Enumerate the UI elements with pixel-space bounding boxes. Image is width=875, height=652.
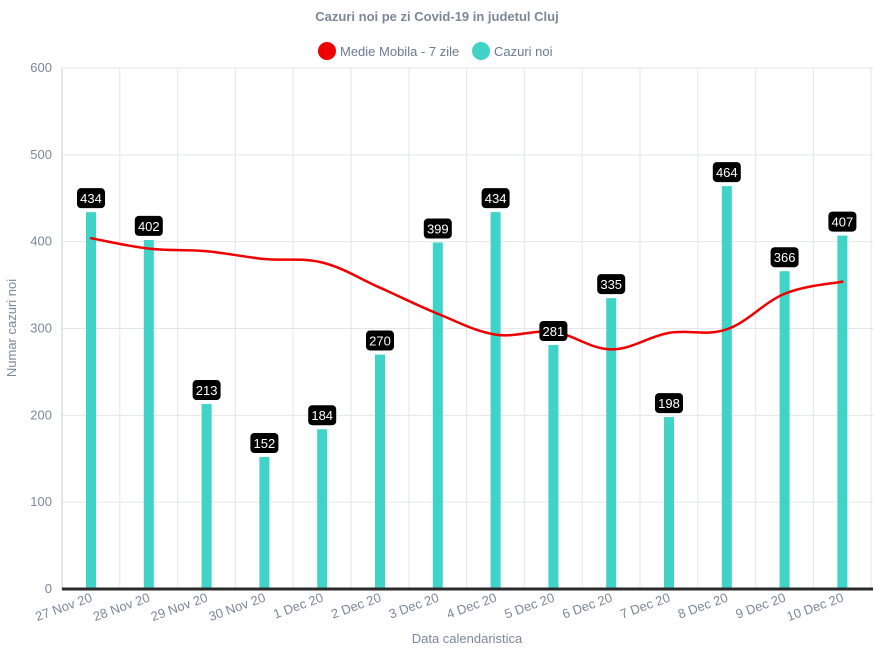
data-label-box-3 bbox=[250, 433, 279, 454]
bar-7[interactable] bbox=[490, 212, 501, 590]
data-label-3: 152 bbox=[250, 433, 279, 454]
data-label-text-3: 152 bbox=[254, 436, 276, 451]
data-label-box-9 bbox=[597, 274, 626, 295]
data-label-box-6 bbox=[423, 218, 452, 239]
x-tick-label-13: 10 Dec 20 bbox=[785, 590, 846, 624]
data-label-7: 434 bbox=[481, 188, 510, 209]
data-label-text-2: 213 bbox=[196, 383, 218, 398]
data-labels: 434 402 213 152 184 270 399 434 281 335 198 464 366 4… bbox=[77, 162, 857, 454]
data-label-11: 464 bbox=[712, 162, 741, 183]
bar-12[interactable] bbox=[779, 271, 790, 589]
x-tick-label-4: 1 Dec 20 bbox=[271, 590, 325, 622]
grid-lines bbox=[61, 67, 873, 589]
y-tick-label-0: 0 bbox=[45, 581, 52, 596]
data-label-text-6: 399 bbox=[427, 222, 449, 237]
chart-legend[interactable]: Medie Mobila - 7 zile Cazuri noi bbox=[318, 42, 553, 60]
bar-4[interactable] bbox=[317, 429, 328, 589]
chart-title: Cazuri noi pe zi Covid-19 in judetul Clu… bbox=[315, 9, 558, 24]
x-tick-label-9: 6 Dec 20 bbox=[560, 590, 614, 622]
bar-9[interactable] bbox=[606, 298, 617, 589]
x-tick-label-10: 7 Dec 20 bbox=[618, 590, 672, 622]
x-tick-label-5: 2 Dec 20 bbox=[329, 590, 383, 622]
data-label-2: 213 bbox=[192, 380, 221, 401]
data-label-text-11: 464 bbox=[716, 165, 738, 180]
data-label-12: 366 bbox=[770, 247, 799, 268]
x-tick-label-7: 4 Dec 20 bbox=[445, 590, 499, 622]
x-tick-label-2: 29 Nov 20 bbox=[149, 590, 210, 624]
x-tick-label-0: 27 Nov 20 bbox=[33, 590, 94, 624]
data-label-box-2 bbox=[192, 380, 221, 401]
x-tick-label-11: 8 Dec 20 bbox=[676, 590, 730, 622]
data-label-8: 281 bbox=[539, 320, 568, 341]
data-label-text-12: 366 bbox=[774, 250, 796, 265]
moving-average-line[interactable] bbox=[89, 236, 844, 351]
legend-marker-moving-average bbox=[318, 42, 336, 60]
legend-item-new-cases[interactable]: Cazuri noi bbox=[472, 42, 553, 60]
data-label-box-4 bbox=[308, 405, 337, 426]
data-label-text-0: 434 bbox=[80, 191, 102, 206]
x-tick-label-8: 5 Dec 20 bbox=[502, 590, 556, 622]
data-label-6: 399 bbox=[423, 218, 452, 239]
y-tick-label-1: 100 bbox=[30, 494, 52, 509]
legend-item-moving-average[interactable]: Medie Mobila - 7 zile bbox=[318, 42, 459, 60]
data-label-4: 184 bbox=[308, 405, 337, 426]
bar-6[interactable] bbox=[432, 242, 443, 589]
bar-series bbox=[62, 186, 873, 591]
data-label-text-10: 198 bbox=[658, 396, 680, 411]
y-tick-label-4: 400 bbox=[30, 234, 52, 249]
data-label-box-5 bbox=[366, 330, 394, 351]
data-label-text-7: 434 bbox=[485, 191, 507, 206]
data-label-box-12 bbox=[770, 247, 799, 268]
y-axis-ticks: 0 100 200 300 400 500 600 bbox=[30, 60, 52, 596]
data-label-text-13: 407 bbox=[832, 215, 854, 230]
bar-13[interactable] bbox=[837, 235, 848, 590]
data-label-1: 402 bbox=[134, 215, 163, 236]
x-tick-label-6: 3 Dec 20 bbox=[387, 590, 441, 622]
data-label-text-5: 270 bbox=[369, 334, 391, 349]
data-label-13: 407 bbox=[828, 211, 857, 232]
bar-3[interactable] bbox=[259, 457, 270, 589]
legend-marker-new-cases bbox=[472, 42, 490, 60]
data-label-box-7 bbox=[481, 188, 510, 209]
y-tick-label-2: 200 bbox=[30, 407, 52, 422]
data-label-text-9: 335 bbox=[600, 277, 622, 292]
x-axis-title: Data calendaristica bbox=[412, 631, 523, 646]
bar-8[interactable] bbox=[548, 344, 559, 589]
y-tick-label-3: 300 bbox=[30, 321, 52, 336]
x-tick-label-3: 30 Nov 20 bbox=[207, 590, 268, 624]
legend-label-moving-average: Medie Mobila - 7 zile bbox=[340, 44, 459, 59]
data-label-0: 434 bbox=[77, 188, 105, 209]
data-label-box-11 bbox=[712, 162, 741, 183]
y-axis-title: Numar cazuri noi bbox=[4, 279, 19, 377]
data-label-box-0 bbox=[77, 188, 105, 209]
data-label-box-13 bbox=[828, 211, 857, 232]
data-label-5: 270 bbox=[366, 330, 394, 351]
bar-5[interactable] bbox=[375, 354, 385, 589]
data-label-box-1 bbox=[134, 215, 163, 236]
legend-label-new-cases: Cazuri noi bbox=[494, 44, 553, 59]
bar-11[interactable] bbox=[721, 186, 732, 590]
y-tick-label-5: 500 bbox=[30, 147, 52, 162]
data-label-text-8: 281 bbox=[543, 324, 565, 339]
bar-1[interactable] bbox=[143, 239, 154, 589]
data-label-box-8 bbox=[539, 320, 568, 341]
data-label-10: 198 bbox=[655, 393, 683, 414]
data-label-box-10 bbox=[655, 393, 683, 414]
bar-0[interactable] bbox=[86, 212, 96, 590]
data-label-text-4: 184 bbox=[311, 408, 333, 423]
x-tick-label-12: 9 Dec 20 bbox=[734, 590, 788, 622]
x-tick-label-1: 28 Nov 20 bbox=[91, 590, 152, 624]
data-label-9: 335 bbox=[597, 274, 626, 295]
bar-10[interactable] bbox=[664, 417, 674, 589]
bar-2[interactable] bbox=[201, 404, 212, 589]
data-label-text-1: 402 bbox=[138, 219, 160, 234]
line-series bbox=[89, 236, 844, 351]
y-tick-label-6: 600 bbox=[30, 60, 52, 75]
